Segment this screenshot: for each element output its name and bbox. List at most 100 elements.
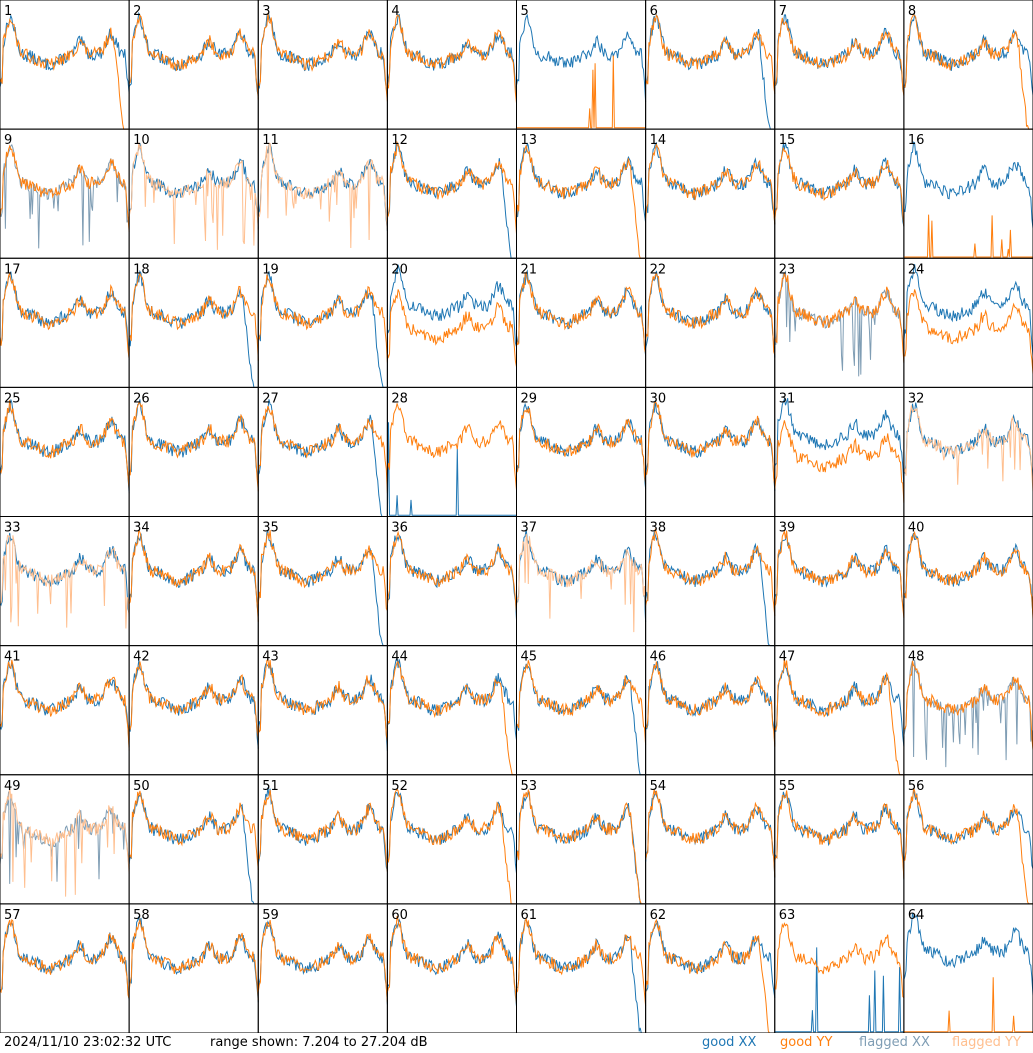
panel-frame xyxy=(386,516,517,647)
series-yy-33 xyxy=(0,534,130,629)
panel-frame xyxy=(903,774,1033,905)
panel-label: 35 xyxy=(262,521,279,536)
series-xx-5 xyxy=(516,13,647,103)
panel-frame xyxy=(516,903,647,1033)
panel-59: 59 xyxy=(257,903,388,1033)
panel-label: 55 xyxy=(779,779,796,794)
panel-19: 19 xyxy=(257,257,388,388)
timestamp: 2024/11/10 23:02:32 UTC xyxy=(4,1035,172,1050)
panel-frame xyxy=(903,386,1033,517)
panel-51: 51 xyxy=(257,774,388,905)
panel-frame xyxy=(386,0,517,130)
panel-25: 25 xyxy=(0,386,130,517)
panel-frame xyxy=(516,774,647,905)
series-xx-44 xyxy=(387,656,517,741)
series-xx-15 xyxy=(774,142,905,227)
panel-label: 51 xyxy=(262,779,279,794)
panel-frame xyxy=(516,257,647,388)
panel-9: 9 xyxy=(0,128,130,259)
series-xx-46 xyxy=(645,661,776,745)
panel-label: 41 xyxy=(4,650,21,665)
panel-30: 30 xyxy=(645,386,776,517)
series-xx-6 xyxy=(645,13,775,130)
panel-label: 2 xyxy=(133,4,141,19)
series-yy-43 xyxy=(257,658,388,742)
series-yy-58 xyxy=(128,918,259,1001)
panel-label: 29 xyxy=(521,391,538,406)
series-yy-49 xyxy=(0,786,130,897)
panel-frame xyxy=(257,386,388,517)
series-yy-31 xyxy=(774,420,905,503)
panel-frame xyxy=(645,128,776,259)
panel-frame xyxy=(774,0,905,130)
panel-18: 18 xyxy=(128,257,259,388)
legend-good-xx: good XX xyxy=(702,1035,757,1050)
series-yy-54 xyxy=(645,789,776,878)
series-yy-59 xyxy=(257,920,388,1003)
panel-frame xyxy=(128,386,259,517)
series-yy-24 xyxy=(903,289,1033,375)
panel-frame xyxy=(774,516,905,647)
series-xx-9 xyxy=(0,143,130,249)
panel-label: 47 xyxy=(779,650,796,665)
panel-label: 11 xyxy=(262,133,279,148)
panel-21: 21 xyxy=(516,257,647,388)
series-yy-36 xyxy=(386,530,517,613)
panel-label: 40 xyxy=(908,521,925,536)
panel-14: 14 xyxy=(645,128,776,259)
series-xx-28 xyxy=(386,422,517,516)
series-yy-12 xyxy=(386,140,517,234)
panel-63: 63 xyxy=(774,903,905,1033)
panel-frame xyxy=(386,645,517,776)
series-yy-39 xyxy=(774,529,905,618)
panel-frame xyxy=(903,257,1033,388)
panel-label: 25 xyxy=(4,391,21,406)
panel-frame xyxy=(516,128,647,259)
panel-3: 3 xyxy=(257,0,388,130)
panel-frame xyxy=(128,128,259,259)
panel-35: 35 xyxy=(257,516,388,647)
panel-label: 24 xyxy=(908,262,925,277)
panel-frame xyxy=(257,516,388,647)
series-yy-45 xyxy=(516,660,647,745)
panel-5: 5 xyxy=(516,0,647,130)
panel-36: 36 xyxy=(386,516,517,647)
panel-label: 48 xyxy=(908,650,925,665)
series-yy-10 xyxy=(128,142,259,250)
series-yy-3 xyxy=(257,12,388,102)
series-yy-42 xyxy=(128,661,259,740)
panel-label: 12 xyxy=(391,133,408,148)
series-yy-63 xyxy=(774,922,905,999)
series-xx-39 xyxy=(774,531,905,614)
series-xx-36 xyxy=(387,534,517,620)
footer: 2024/11/10 23:02:32 UTC range shown: 7.2… xyxy=(0,1033,1033,1053)
panel-frame xyxy=(903,0,1033,130)
panel-label: 15 xyxy=(779,133,796,148)
panel-frame xyxy=(516,386,647,517)
series-xx-53 xyxy=(516,790,646,905)
panel-frame xyxy=(903,516,1033,647)
series-xx-45 xyxy=(516,663,646,776)
panel-label: 39 xyxy=(779,521,796,536)
panel-label: 61 xyxy=(521,908,538,923)
series-xx-34 xyxy=(128,533,259,616)
panel-frame xyxy=(645,386,776,517)
series-yy-11 xyxy=(257,142,388,249)
panel-frame xyxy=(774,257,905,388)
series-yy-1 xyxy=(0,18,130,130)
series-xx-20 xyxy=(386,264,517,348)
panel-frame xyxy=(0,128,130,259)
panel-label: 53 xyxy=(521,779,538,794)
series-xx-23 xyxy=(774,270,905,377)
series-xx-16 xyxy=(903,141,1033,229)
panel-62: 62 xyxy=(645,903,776,1033)
panel-47: 47 xyxy=(774,645,905,776)
panel-2: 2 xyxy=(128,0,259,130)
panel-label: 7 xyxy=(779,4,787,19)
series-xx-10 xyxy=(128,143,259,229)
panel-53: 53 xyxy=(516,774,647,905)
panel-label: 5 xyxy=(521,4,529,19)
panel-frame xyxy=(257,0,388,130)
panel-label: 22 xyxy=(650,262,667,277)
